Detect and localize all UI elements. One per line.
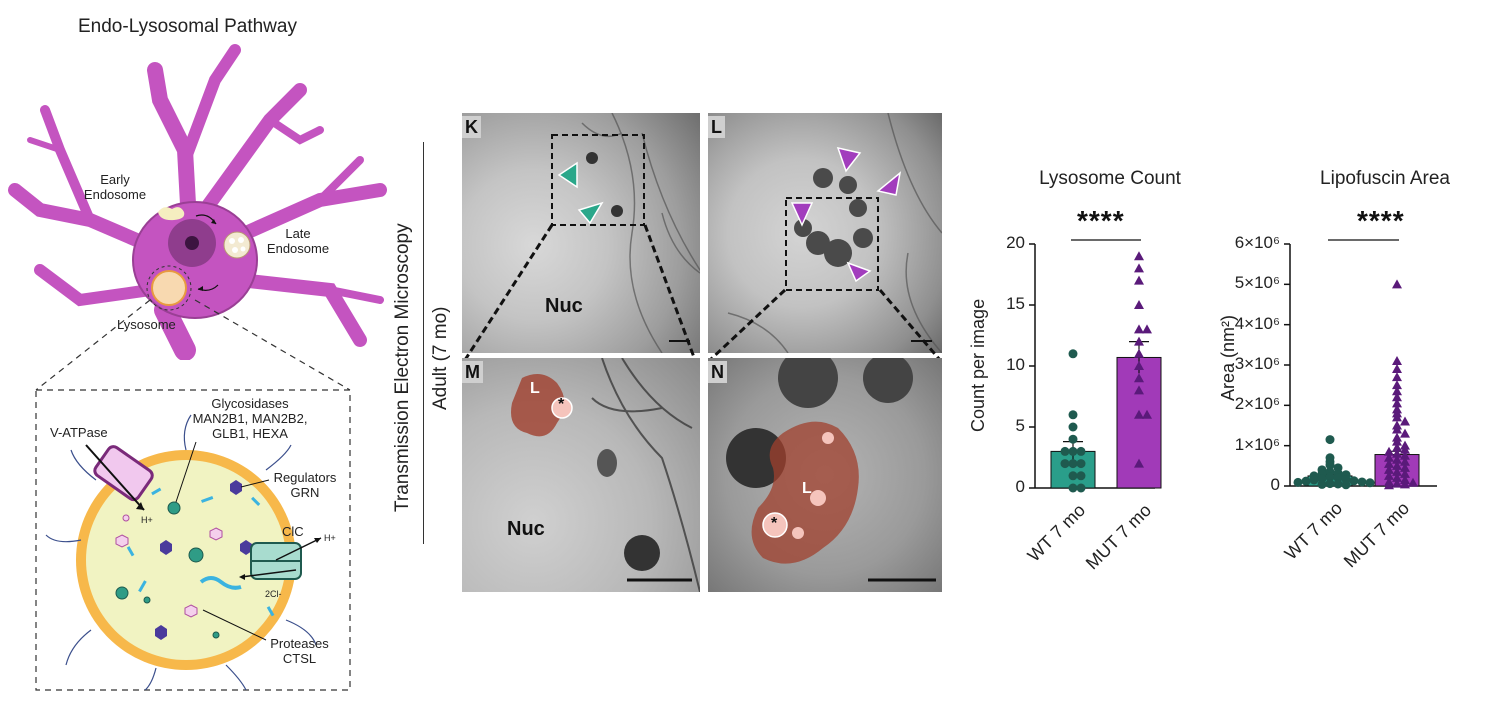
y-tick-label: 2×10⁶	[1218, 394, 1280, 414]
data-point	[1142, 324, 1152, 333]
data-point	[1294, 478, 1303, 487]
data-point	[1392, 356, 1402, 365]
data-point	[1392, 364, 1402, 373]
data-point	[1302, 477, 1311, 486]
data-point	[1342, 480, 1351, 489]
data-point	[1392, 372, 1402, 381]
data-point	[1134, 263, 1144, 272]
data-point	[1366, 478, 1375, 487]
y-tick-label: 0	[963, 477, 1025, 497]
data-point	[1061, 459, 1070, 468]
data-point	[1350, 476, 1359, 485]
data-point	[1069, 423, 1078, 432]
y-tick-label: 0	[1218, 475, 1280, 495]
y-tick-label: 6×10⁶	[1218, 233, 1280, 253]
y-tick-label: 1×10⁶	[1218, 435, 1280, 455]
data-point	[1077, 471, 1086, 480]
data-point	[1134, 276, 1144, 285]
data-point	[1134, 349, 1144, 358]
data-point	[1069, 410, 1078, 419]
data-point	[1069, 349, 1078, 358]
y-tick-label: 20	[963, 233, 1025, 253]
data-point	[1134, 324, 1144, 333]
y-tick-label: 5	[963, 416, 1025, 436]
y-tick-label: 15	[963, 294, 1025, 314]
y-tick-label: 4×10⁶	[1218, 314, 1280, 334]
data-point	[1061, 447, 1070, 456]
data-point	[1392, 279, 1402, 288]
data-point	[1077, 447, 1086, 456]
data-point	[1326, 435, 1335, 444]
y-tick-label: 3×10⁶	[1218, 354, 1280, 374]
data-point	[1069, 435, 1078, 444]
data-point	[1318, 480, 1327, 489]
data-point	[1069, 447, 1078, 456]
data-point	[1310, 475, 1319, 484]
y-tick-label: 10	[963, 355, 1025, 375]
data-point	[1134, 251, 1144, 260]
data-point	[1077, 459, 1086, 468]
data-point	[1326, 479, 1335, 488]
data-point	[1358, 477, 1367, 486]
y-tick-label: 5×10⁶	[1218, 273, 1280, 293]
data-point	[1134, 300, 1144, 309]
data-point	[1069, 459, 1078, 468]
data-point	[1077, 484, 1086, 493]
data-point	[1334, 479, 1343, 488]
data-point	[1069, 484, 1078, 493]
data-point	[1069, 471, 1078, 480]
